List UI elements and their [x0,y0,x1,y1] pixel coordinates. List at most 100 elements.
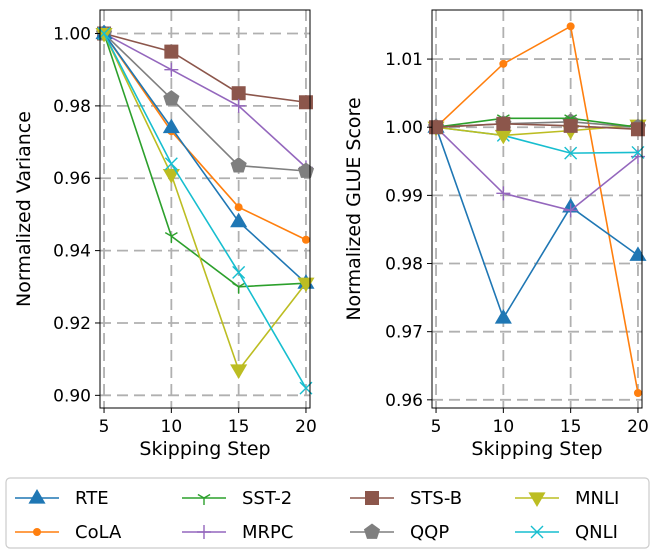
chart1-line-mnli [103,33,307,372]
chart1-point-qqp-20 [297,162,315,178]
legend-frame [5,477,650,549]
legend-label-sst-2: SST-2 [242,488,292,509]
legend-marker-cola [33,528,41,536]
legend-marker-sts-b [365,491,379,505]
chart1-point-mnli-15 [230,364,248,380]
chart2-series-rte [427,118,647,324]
chart1-line-qqp [103,32,307,172]
chart1-ytick-label-1.00: 1.00 [53,25,91,45]
chart2-point-mnli-10 [494,129,512,145]
chart1-point-sts-b-15 [231,86,246,101]
chart1-xlabel: Skipping Step [139,438,270,460]
chart1-series-rte [95,24,315,289]
chart2-series-cola [432,22,642,398]
chart1-point-qqp-10 [163,90,180,106]
chart1-line-sst-2 [103,33,307,288]
chart1-series-qnli [97,27,313,395]
legend-label-mrpc: MRPC [242,522,293,543]
chart2-line-cola [435,25,639,394]
chart1-line-sts-b [103,32,307,104]
chart2-xtick-label-15: 15 [560,417,582,437]
legend-label-mnli: MNLI [575,488,619,509]
chart1-point-mrpc-15 [231,98,246,113]
legend-marker-qnli [530,525,544,539]
chart1-xtick-label-15: 15 [228,417,250,437]
legend-label-qnli: QNLI [575,522,618,543]
legend-entry-mnli: MNLI [515,488,619,509]
chart2-series-sts-b [429,116,645,137]
chart1-grid [100,10,310,408]
chart1-point-rte-15 [230,212,248,228]
chart1-line-cola [103,33,307,241]
chart2-frame [431,9,643,409]
chart1-ytick-label-0.92: 0.92 [53,314,91,334]
legend-entry-sts-b: STS-B [350,488,462,509]
chart2-xtick-label-5: 5 [431,417,442,437]
chart2-ytick-label-1.00: 1.00 [385,118,423,138]
chart1-line-mrpc [103,32,307,168]
legend-entry-qqp: QQP [350,522,449,543]
chart2-point-mrpc-15 [563,203,578,218]
chart2-ytick-label-0.96: 0.96 [385,391,423,411]
chart1-ytick-label-0.94: 0.94 [53,242,91,262]
chart1-point-mnli-10 [162,169,180,184]
chart1-line-qnli [103,33,307,389]
chart2-line-mrpc [435,126,639,212]
chart1-point-rte-10 [162,118,180,134]
chart2-line-rte [435,126,639,320]
chart2-point-sts-b-15 [563,118,578,133]
legend-entry-qnli: QNLI [515,522,618,543]
chart1-point-cola-20 [301,235,310,244]
chart1-point-sts-b-20 [298,95,313,110]
legend-marker-mnli [528,492,546,507]
chart1-xtick-label-10: 10 [161,417,183,437]
legend-label-cola: CoLA [75,522,122,543]
legend-marker-rte [28,489,46,504]
chart1-frame [99,9,311,409]
chart2-point-mrpc-10 [496,186,511,201]
chart2-ylabel: Normalized GLUE Score [343,97,365,320]
chart1-point-sst-2-10 [164,232,178,244]
chart2-point-cola-20 [633,389,642,398]
legend-label-qqp: QQP [410,522,449,543]
chart2-xlabel: Skipping Step [471,438,602,460]
right-chart: 5 10 15 20 0.96 0.97 0.98 0.99 1.00 1.01 Skipping … [343,9,649,460]
legend-marker-sst-2 [197,493,211,505]
chart2-point-rte-20 [629,246,647,261]
chart2-point-sts-b-10 [496,116,511,131]
chart2-point-qnli-15 [564,146,578,160]
chart1-point-sts-b-10 [164,44,179,59]
chart1-point-cola-15 [234,203,243,212]
chart2-point-cola-10 [499,59,508,68]
legend-label-sts-b: STS-B [410,488,462,509]
chart1-point-qnli-10 [164,157,178,171]
legend-entry-mrpc: MRPC [182,522,293,543]
legend-entry-rte: RTE [15,488,109,509]
chart2-xtick-label-10: 10 [493,417,515,437]
chart2-series-mrpc [429,120,645,218]
chart1-ytick-label-0.96: 0.96 [53,169,91,189]
chart1-ylabel: Normalized Variance [13,111,35,307]
chart2-ytick-label-0.98: 0.98 [385,255,423,275]
legend: RTE CoLA SST-2 MRPC STS-B QQP MNLI QNLI [5,477,650,549]
legend-label-rte: RTE [75,488,109,509]
chart2-point-sts-b-5 [429,120,444,135]
chart2-grid [432,10,642,408]
chart2-point-rte-10 [494,309,512,324]
chart1-ytick-label-0.90: 0.90 [53,386,91,406]
chart2-point-cola-15 [566,22,575,31]
chart1-line-rte [103,33,307,284]
legend-entry-cola: CoLA [15,522,122,543]
chart2-ytick-label-1.01: 1.01 [385,50,423,70]
chart1-point-mrpc-10 [164,62,179,77]
chart1-point-qqp-15 [230,157,247,173]
chart2-line-sts-b [435,123,639,131]
chart1-series-qqp [95,25,315,178]
chart1-series-cola [100,29,310,244]
legend-marker-qqp [363,523,381,539]
chart1-point-sst-2-15 [232,282,246,294]
chart1-xtick-label-5: 5 [99,417,110,437]
chart2-ytick-label-0.99: 0.99 [385,186,423,206]
chart2-point-sts-b-20 [630,122,645,137]
